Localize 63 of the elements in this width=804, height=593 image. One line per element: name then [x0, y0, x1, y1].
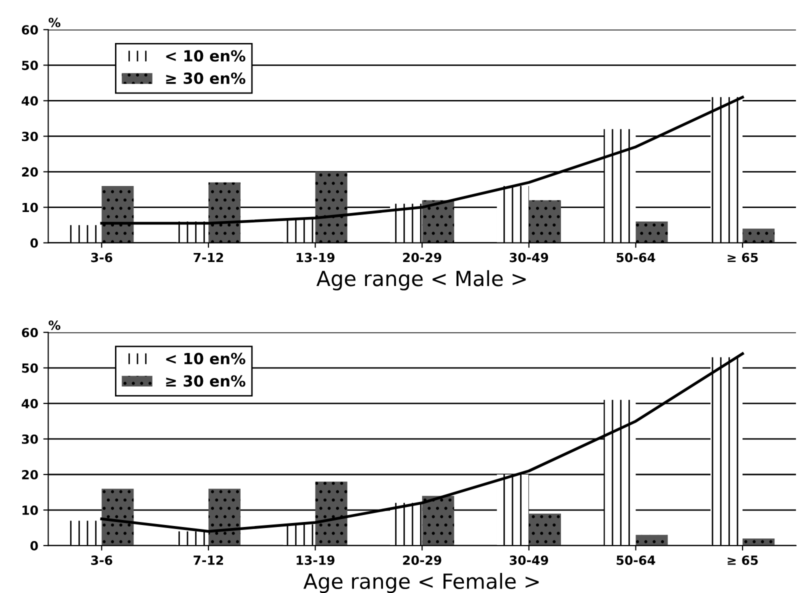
y-tick-label: 50 [22, 363, 38, 373]
legend-label: ≥ 30 en% [166, 72, 246, 84]
bar [496, 474, 529, 546]
bar [176, 531, 208, 546]
x-axis-title: Age range < Male > [316, 270, 526, 290]
bar [742, 538, 775, 546]
y-axis-title: % [48, 320, 60, 330]
y-tick-label: 10 [22, 506, 38, 515]
bar [422, 496, 454, 546]
x-tick-label: ≥ 65 [728, 252, 758, 262]
bar [528, 514, 561, 546]
y-tick-label: 60 [22, 328, 38, 338]
x-tick-label: ≥ 65 [728, 556, 758, 565]
y-tick-label: 10 [22, 202, 38, 212]
bar [496, 186, 529, 243]
bar [102, 488, 134, 546]
bar [70, 520, 102, 546]
x-tick-label: 50-64 [616, 556, 656, 565]
y-axis-title: % [48, 18, 60, 28]
y-tick-label: 60 [22, 25, 38, 35]
bar [208, 488, 241, 546]
bar [283, 218, 316, 243]
x-tick-label: 30-49 [510, 556, 548, 565]
x-axis-title: Age range < Female > [303, 572, 539, 593]
legend-label: < 10 en% [166, 50, 246, 62]
bar [636, 534, 668, 546]
x-tick-label: 30-49 [510, 252, 548, 262]
legend-label: ≥ 30 en% [166, 375, 246, 387]
y-tick-label: 40 [22, 398, 38, 408]
bar [422, 200, 454, 243]
y-tick-label: 40 [22, 96, 38, 106]
x-tick-label: 7-12 [194, 556, 224, 565]
x-tick-label: 13-19 [296, 252, 334, 262]
y-tick-label: 50 [22, 60, 38, 70]
x-tick-label: 50-64 [616, 252, 656, 262]
bar [208, 182, 241, 243]
x-tick-label: 13-19 [296, 556, 334, 565]
bar [604, 400, 636, 546]
bar [315, 482, 348, 546]
bar [102, 186, 134, 243]
bar [70, 225, 102, 243]
bar [710, 97, 743, 243]
y-tick-label: 20 [22, 167, 38, 177]
bar [528, 200, 561, 243]
bar [390, 502, 422, 546]
bar [390, 204, 422, 243]
x-tick-label: 20-29 [403, 556, 442, 565]
bar [742, 228, 775, 243]
y-tick-label: 30 [22, 434, 38, 444]
x-tick-label: 3-6 [91, 556, 112, 565]
y-tick-label: 30 [22, 132, 38, 142]
legend-label: < 10 en% [166, 352, 246, 364]
bar [710, 357, 743, 546]
x-tick-label: 3-6 [91, 252, 112, 262]
y-tick-label: 20 [22, 470, 38, 480]
bar [604, 129, 636, 243]
bar [636, 222, 668, 243]
x-tick-label: 7-12 [194, 252, 224, 262]
bar [315, 172, 348, 243]
y-tick-label: 0 [30, 541, 38, 550]
bar [283, 524, 316, 546]
x-tick-label: 20-29 [403, 252, 442, 262]
y-tick-label: 0 [30, 238, 38, 248]
